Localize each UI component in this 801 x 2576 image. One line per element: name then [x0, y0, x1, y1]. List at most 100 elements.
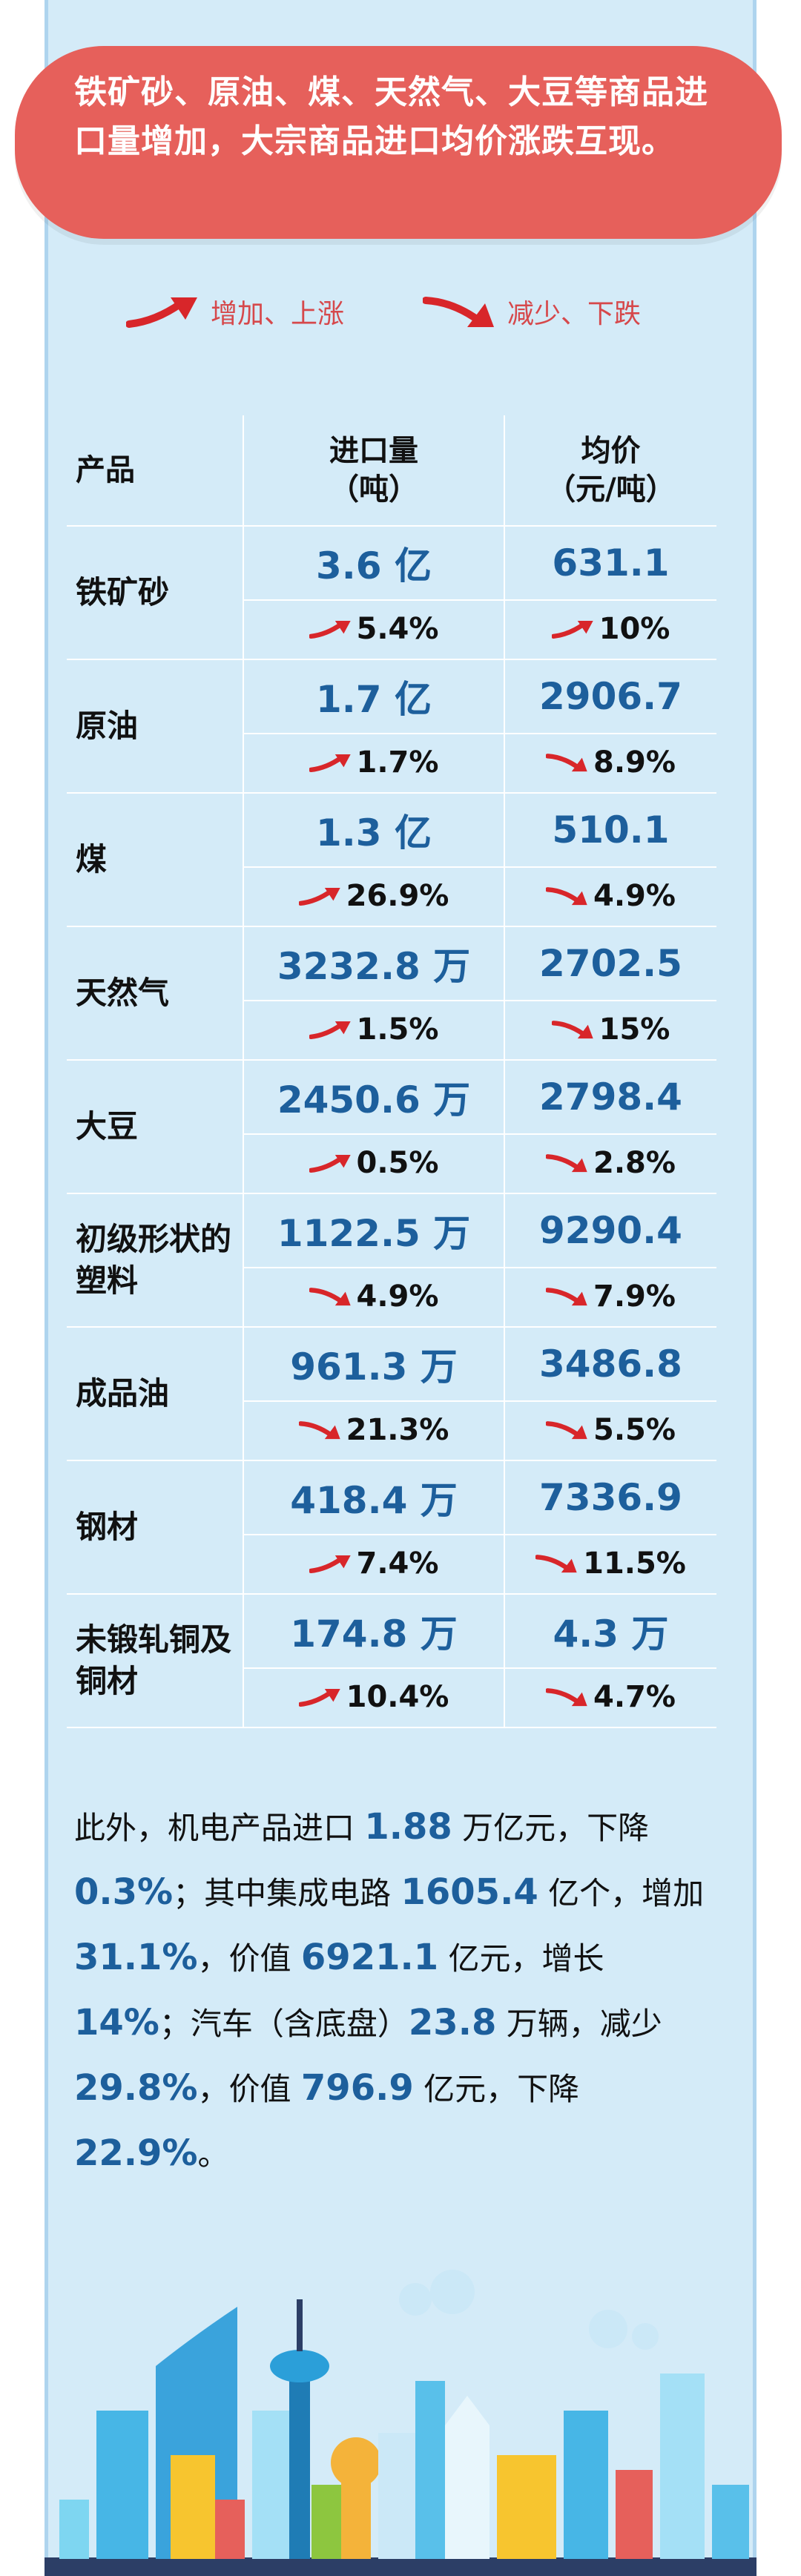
summary-text: ，价值	[197, 2071, 301, 2107]
highlighted-figure: 29.8%	[74, 2067, 198, 2109]
product-name: 原油	[67, 659, 243, 794]
down-trend-arrow-icon	[546, 1419, 589, 1441]
price-change: 5.5%	[504, 1401, 716, 1461]
table-row-changes: 4.9% 7.9%	[67, 1268, 716, 1328]
summary-text: ；汽车（含底盘）	[159, 2006, 409, 2042]
product-name: 铁矿砂	[67, 526, 243, 660]
volume-change: 21.3%	[243, 1401, 505, 1461]
volume-change: 0.5%	[243, 1134, 505, 1194]
table-row-changes: 7.4% 11.5%	[67, 1535, 716, 1595]
table-row: 原油 1.7 亿 2906.7	[67, 659, 716, 794]
price-change: 4.7%	[504, 1668, 716, 1728]
price-change-value: 4.7%	[593, 1680, 676, 1714]
price-change: 8.9%	[504, 734, 716, 794]
city-skyline-illustration	[44, 2270, 756, 2576]
volume-change-value: 26.9%	[346, 879, 449, 913]
import-volume: 1122.5 万	[243, 1193, 505, 1268]
table-row: 天然气 3232.8 万 2702.5	[67, 926, 716, 1061]
down-trend-arrow-icon	[535, 1552, 578, 1575]
down-trend-arrow-icon	[546, 885, 589, 907]
average-price: 2906.7	[504, 659, 716, 734]
up-trend-arrow-icon	[309, 1152, 352, 1174]
headline-text: 铁矿砂、原油、煤、天然气、大豆等商品进口量增加，大宗商品进口均价涨跌互现。	[74, 73, 708, 160]
volume-change-value: 4.9%	[356, 1279, 439, 1314]
product-name: 大豆	[67, 1060, 243, 1194]
product-name: 成品油	[67, 1327, 243, 1461]
price-change: 10%	[504, 600, 716, 660]
summary-text: 亿个，增加	[538, 1875, 705, 1911]
average-price: 7336.9	[504, 1460, 716, 1535]
highlighted-figure: 31.1%	[74, 1937, 198, 1978]
average-price: 2702.5	[504, 926, 716, 1001]
legend-down: 减少、下跌	[423, 282, 641, 341]
table-row: 铁矿砂 3.6 亿 631.1	[67, 526, 716, 660]
price-change: 15%	[504, 1001, 716, 1061]
up-trend-arrow-icon	[298, 885, 342, 907]
headline-banner	[15, 46, 782, 239]
table-row: 初级形状的塑料 1122.5 万 9290.4	[67, 1193, 716, 1328]
highlighted-figure: 1.88	[364, 1806, 452, 1848]
average-price: 4.3 万	[504, 1594, 716, 1669]
down-trend-arrow-icon	[546, 1152, 589, 1174]
table-row-changes: 1.7% 8.9%	[67, 734, 716, 794]
price-change-value: 5.5%	[593, 1413, 676, 1447]
product-name: 钢材	[67, 1460, 243, 1595]
volume-change: 4.9%	[243, 1268, 505, 1328]
volume-change-value: 5.4%	[356, 612, 439, 646]
product-name: 初级形状的塑料	[67, 1193, 243, 1328]
average-price: 9290.4	[504, 1193, 716, 1268]
import-volume: 3232.8 万	[243, 926, 505, 1001]
header-volume: 进口量 （吨）	[243, 415, 505, 527]
up-trend-arrow-icon	[309, 1018, 352, 1041]
summary-text: ，价值	[197, 1940, 301, 1977]
volume-change: 26.9%	[243, 867, 505, 927]
table-row-changes: 21.3% 5.5%	[67, 1401, 716, 1461]
up-trend-arrow-icon	[309, 618, 352, 640]
product-name: 未锻轧铜及铜材	[67, 1594, 243, 1728]
volume-change: 5.4%	[243, 600, 505, 660]
summary-text: 。	[197, 2136, 229, 2173]
table-row: 钢材 418.4 万 7336.9	[67, 1460, 716, 1595]
product-name: 天然气	[67, 926, 243, 1061]
table-row: 未锻轧铜及铜材 174.8 万 4.3 万	[67, 1594, 716, 1728]
highlighted-figure: 23.8	[408, 2002, 497, 2043]
up-trend-arrow-icon	[298, 1686, 342, 1708]
price-change: 2.8%	[504, 1134, 716, 1194]
summary-text: 亿元，增长	[438, 1940, 604, 1977]
summary-text: 万辆，减少	[496, 2006, 662, 2042]
import-volume: 1.3 亿	[243, 793, 505, 868]
summary-paragraph: 此外，机电产品进口 1.88 万亿元，下降 0.3%；其中集成电路 1605.4…	[74, 1795, 712, 2187]
import-volume: 174.8 万	[243, 1594, 505, 1669]
volume-change-value: 7.4%	[356, 1546, 439, 1581]
table-row-changes: 0.5% 2.8%	[67, 1134, 716, 1194]
down-trend-arrow-icon	[298, 1419, 342, 1441]
price-change-value: 2.8%	[593, 1146, 676, 1180]
volume-change: 10.4%	[243, 1668, 505, 1728]
down-trend-arrow-icon	[546, 751, 589, 774]
price-change-value: 15%	[599, 1012, 670, 1047]
volume-change: 1.7%	[243, 734, 505, 794]
import-table: 产品 进口量 （吨） 均价 （元/吨） 铁矿砂 3.6 亿 631.1 5.4% 10%…	[67, 415, 716, 1728]
highlighted-figure: 796.9	[300, 2067, 414, 2109]
volume-change: 1.5%	[243, 1001, 505, 1061]
up-trend-arrow-icon	[309, 1552, 352, 1575]
table-row-changes: 10.4% 4.7%	[67, 1668, 716, 1728]
up-trend-arrow-icon	[309, 751, 352, 774]
summary-text: 亿元，下降	[413, 2071, 580, 2107]
summary-text: 此外，机电产品进口	[74, 1810, 365, 1846]
average-price: 631.1	[504, 526, 716, 601]
legend-up-label: 增加、上涨	[211, 299, 345, 329]
down-trend-arrow-icon	[309, 1285, 352, 1308]
price-change: 7.9%	[504, 1268, 716, 1328]
header-product: 产品	[67, 415, 243, 527]
price-change-value: 10%	[599, 612, 670, 646]
average-price: 3486.8	[504, 1327, 716, 1402]
volume-change-value: 10.4%	[346, 1680, 449, 1714]
price-change: 11.5%	[504, 1535, 716, 1595]
highlighted-figure: 0.3%	[74, 1871, 174, 1913]
table-row-changes: 1.5% 15%	[67, 1001, 716, 1061]
header-price: 均价 （元/吨）	[504, 415, 716, 527]
legend-up: 增加、上涨	[126, 282, 344, 341]
summary-text: ；其中集成电路	[173, 1875, 401, 1911]
import-volume: 2450.6 万	[243, 1060, 505, 1135]
